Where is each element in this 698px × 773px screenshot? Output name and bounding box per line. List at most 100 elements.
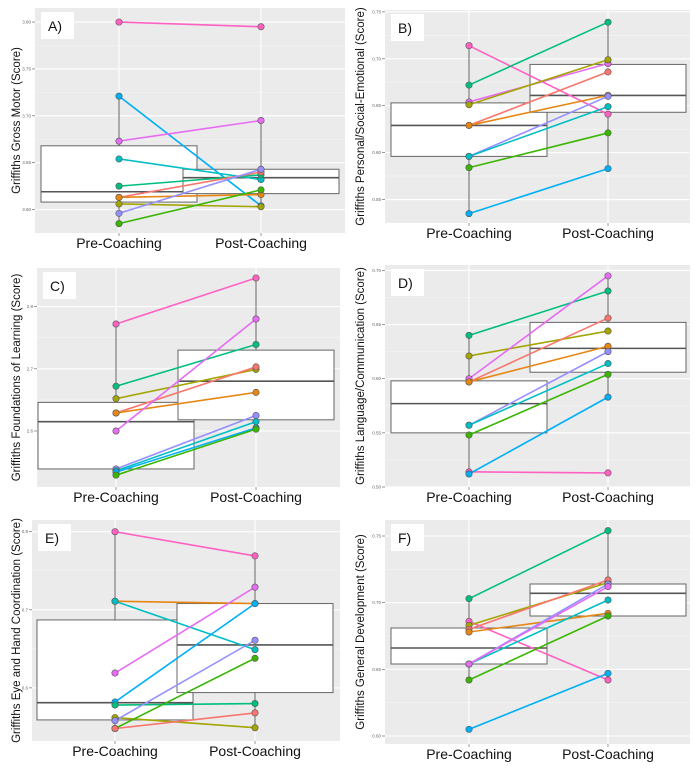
series-line-orange xyxy=(115,391,257,414)
series-line-green-teal xyxy=(468,529,609,600)
series-line-orange xyxy=(468,612,609,633)
data-point-blue-pre xyxy=(465,210,473,218)
x-category-label: Post-Coaching xyxy=(562,746,654,762)
box-iqr xyxy=(390,102,548,157)
series-line-blue xyxy=(468,396,609,475)
data-point-teal-pre xyxy=(115,155,123,163)
y-tick-label: 0.50 xyxy=(372,485,381,490)
series-line-pink xyxy=(468,620,609,681)
y-tick-label: 0.65 xyxy=(372,103,381,108)
x-category-label: Pre-Coaching xyxy=(426,746,512,762)
data-point-green-pre xyxy=(465,676,473,684)
series-line-red xyxy=(468,579,609,631)
series-line-orange xyxy=(114,600,256,605)
data-point-olive-pre xyxy=(465,101,473,109)
series-line-green xyxy=(115,428,257,476)
data-point-purple-post xyxy=(252,411,260,419)
data-point-green-post xyxy=(604,612,612,620)
y-tick-label: 3.65 xyxy=(22,160,31,165)
data-point-green-post xyxy=(604,370,612,378)
panel-label-box xyxy=(391,524,424,551)
y-tick-label: 0.65 xyxy=(372,322,381,327)
data-point-green-teal-pre xyxy=(111,701,119,709)
data-point-green-post xyxy=(257,186,265,194)
data-point-green-pre xyxy=(112,471,120,479)
series-line-blue xyxy=(114,602,256,703)
panel-a: 3.60 3.65 3.70 3.75 3.80 A) Pre-Coaching Post-C… xyxy=(11,8,345,251)
series-line-red xyxy=(468,71,609,127)
series-line-green xyxy=(118,189,262,225)
data-point-green-teal-post xyxy=(604,287,612,295)
series-line-magenta xyxy=(115,318,257,432)
data-point-pink-post xyxy=(604,469,612,477)
series-line-magenta xyxy=(118,119,262,142)
series-line-green xyxy=(468,132,609,169)
y-tick-label: 2.7 xyxy=(27,366,34,371)
data-point-green-teal-pre xyxy=(115,182,123,190)
data-point-pink-pre xyxy=(115,18,123,26)
data-point-blue-pre xyxy=(465,725,473,733)
data-point-purple-pre xyxy=(111,717,119,725)
data-point-pink-post xyxy=(604,110,612,118)
series-line-green-teal xyxy=(115,343,257,387)
data-point-pink-post xyxy=(604,676,612,684)
series-line-green-teal xyxy=(468,21,609,86)
y-tick-label: 2.6 xyxy=(27,429,34,434)
data-point-green-pre xyxy=(465,431,473,439)
x-category-label: Pre-Coaching xyxy=(426,489,512,505)
data-point-teal-post xyxy=(251,646,259,654)
data-point-purple-pre xyxy=(115,209,123,217)
data-point-orange-pre xyxy=(115,193,123,201)
series-line-pink xyxy=(115,277,257,325)
y-tick-label: 0.60 xyxy=(372,734,381,739)
y-axis-label: Griffiths Foundations of Learning (Score… xyxy=(11,274,23,482)
panel-d: 0.50 0.55 0.60 0.65 0.70 D) Pre-Coaching Post-C… xyxy=(355,265,690,505)
y-axis-label: Griffiths General Development (Score) xyxy=(355,534,367,730)
data-point-blue-post xyxy=(251,600,259,608)
data-point-magenta-post xyxy=(252,315,260,323)
series-line-teal xyxy=(468,599,609,665)
data-point-magenta-post xyxy=(251,583,259,591)
series-line-red xyxy=(468,317,609,383)
data-point-orange-pre xyxy=(465,378,473,386)
data-point-red-pre xyxy=(111,725,119,733)
data-point-green-teal-pre xyxy=(112,382,120,390)
data-point-pink-pre xyxy=(111,528,119,536)
x-category-label: Post-Coaching xyxy=(209,743,301,759)
panel-label-box xyxy=(391,14,424,41)
series-line-green xyxy=(114,657,256,730)
panel-label-box xyxy=(41,12,74,39)
data-point-teal-post xyxy=(604,360,612,368)
series-line-magenta xyxy=(468,585,609,665)
series-line-teal xyxy=(114,600,256,651)
panel-label-box xyxy=(38,524,71,551)
box-iqr xyxy=(40,145,198,203)
data-point-olive-post xyxy=(251,724,259,732)
data-point-magenta-pre xyxy=(111,669,119,677)
y-tick-label: 3.80 xyxy=(22,20,31,25)
series-line-red xyxy=(115,366,257,414)
data-point-orange-pre xyxy=(465,121,473,129)
data-point-magenta-pre xyxy=(465,660,473,668)
x-category-label: Pre-Coaching xyxy=(73,489,159,505)
data-point-olive-post xyxy=(604,56,612,64)
series-line-olive xyxy=(468,58,609,106)
x-category-label: Pre-Coaching xyxy=(426,225,512,241)
data-point-teal-post xyxy=(604,596,612,604)
data-point-purple-post xyxy=(604,348,612,356)
y-tick-label: 0.75 xyxy=(372,534,381,539)
y-axis-label: Griffiths Language/Communication (Score) xyxy=(355,267,367,485)
series-line-blue xyxy=(115,427,257,473)
x-category-label: Post-Coaching xyxy=(562,489,654,505)
y-tick-label: 0.55 xyxy=(372,197,381,202)
data-point-red-post xyxy=(604,314,612,322)
series-line-purple xyxy=(468,95,609,158)
y-axis-label: Griffiths Personal/Social-Emotional (Sco… xyxy=(355,7,367,226)
data-point-red-post xyxy=(251,709,259,717)
data-point-magenta-pre xyxy=(112,427,120,435)
panel-f: 0.60 0.65 0.70 0.75 F) Pre-Coaching Post-Coach… xyxy=(355,520,690,762)
boxplot-pre xyxy=(390,45,548,214)
data-point-teal-post xyxy=(604,103,612,111)
y-tick-label: 0.75 xyxy=(372,9,381,14)
